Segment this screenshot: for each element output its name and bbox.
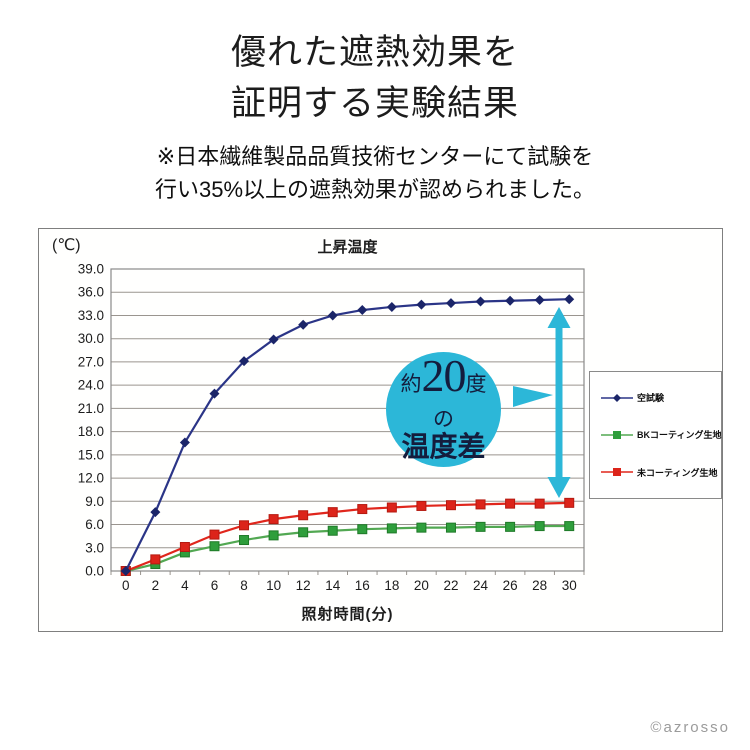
svg-text:30: 30 [562, 578, 577, 593]
svg-text:12: 12 [296, 578, 311, 593]
legend-item-uncoated: 未コーティング生地 [601, 466, 719, 479]
svg-text:6: 6 [211, 578, 219, 593]
svg-text:18: 18 [384, 578, 399, 593]
temp-diff-arrow-icon [547, 307, 571, 498]
svg-text:21.0: 21.0 [78, 401, 104, 416]
svg-text:18.0: 18.0 [78, 424, 104, 439]
watermark: ©azrosso [650, 719, 730, 736]
chart-legend: 空試験 BKコーティング生地 未コーティング生地 [589, 371, 722, 499]
legend-label: 未コーティング生地 [637, 467, 718, 478]
temp-diff-label: 温度差 [401, 432, 486, 463]
red-square-legend-icon [601, 468, 633, 477]
page-title: 優れた遮熱効果を 証明する実験結果 [0, 27, 750, 129]
svg-text:24.0: 24.0 [78, 378, 104, 393]
x-axis-title: 照射時間(分) [301, 606, 394, 623]
plot-area: 0.0 3.0 6.0 9.0 12.0 15.0 18.0 21.0 24.0 27.0 30.0… [78, 262, 585, 593]
svg-text:26: 26 [503, 578, 518, 593]
svg-text:15.0: 15.0 [78, 447, 104, 462]
speech-bubble-tail [513, 386, 553, 407]
svg-text:24: 24 [473, 578, 489, 593]
green-square-legend-icon [601, 430, 633, 439]
temperature-chart: (℃) 上昇温度 0.0 3.0 6.0 9.0 12.0 15.0 18.0 21.0 24.… [38, 228, 723, 632]
legend-label: BKコーティング生地 [637, 430, 722, 441]
certification-note: ※日本繊維製品品質技術センターにて試験を 行い35%以上の遮熱効果が認められまし… [0, 140, 750, 206]
svg-text:10: 10 [266, 578, 281, 593]
svg-text:33.0: 33.0 [78, 308, 104, 323]
svg-text:22: 22 [443, 578, 458, 593]
temp-diff-value: 約20度 [400, 350, 487, 401]
svg-text:2: 2 [152, 578, 160, 593]
svg-text:39.0: 39.0 [78, 262, 104, 277]
svg-text:4: 4 [181, 578, 189, 593]
svg-text:12.0: 12.0 [78, 471, 104, 486]
svg-text:14: 14 [325, 578, 341, 593]
svg-text:9.0: 9.0 [85, 494, 104, 509]
svg-text:0: 0 [122, 578, 130, 593]
page-title-line1: 優れた遮熱効果を [230, 33, 519, 72]
legend-item-blank-test: 空試験 [601, 391, 719, 404]
svg-text:16: 16 [355, 578, 370, 593]
svg-text:8: 8 [240, 578, 248, 593]
svg-text:6.0: 6.0 [85, 517, 104, 532]
svg-text:3.0: 3.0 [85, 540, 104, 555]
svg-text:30.0: 30.0 [78, 331, 104, 346]
svg-text:0.0: 0.0 [85, 564, 104, 579]
temp-diff-particle: の [433, 407, 454, 431]
legend-item-bk-coated: BKコーティング生地 [601, 428, 722, 441]
legend-label: 空試験 [637, 393, 665, 404]
blue-diamond-legend-icon [601, 393, 633, 402]
certification-note-line2: 行い35%以上の遮熱効果が認められました。 [154, 177, 596, 202]
svg-text:20: 20 [414, 578, 429, 593]
temp-diff-annotation: 約20度 の 温度差 [386, 352, 501, 467]
svg-text:36.0: 36.0 [78, 285, 104, 300]
chart-title: 上昇温度 [317, 239, 378, 256]
y-axis-unit-label: (℃) [52, 237, 81, 254]
page-title-line2: 証明する実験結果 [230, 84, 519, 123]
svg-text:28: 28 [532, 578, 547, 593]
svg-text:27.0: 27.0 [78, 354, 104, 369]
certification-note-line1: ※日本繊維製品品質技術センターにて試験を [156, 144, 594, 169]
